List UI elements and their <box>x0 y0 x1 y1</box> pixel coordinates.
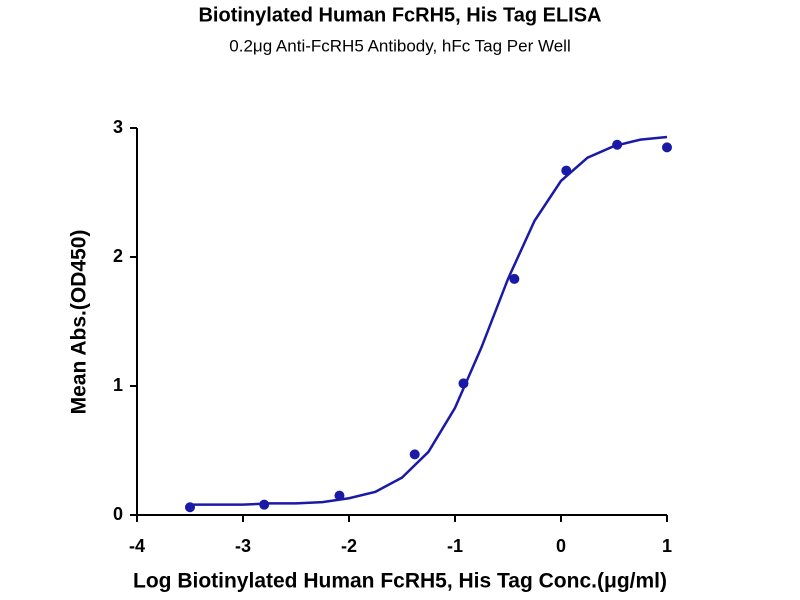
data-point <box>561 165 572 176</box>
fit-curve <box>190 135 668 506</box>
x-tick-label: 0 <box>556 536 566 556</box>
data-point <box>409 449 420 460</box>
y-tick-label: 0 <box>113 504 123 524</box>
x-tick-label: -3 <box>235 536 251 556</box>
x-tick-label: -2 <box>341 536 357 556</box>
data-point <box>509 273 520 284</box>
data-point <box>662 142 672 153</box>
chart-title: Biotinylated Human FcRH5, His Tag ELISA <box>198 4 601 26</box>
data-point <box>612 139 623 150</box>
data-point <box>259 499 270 510</box>
data-point <box>185 502 195 513</box>
x-tick-label: -1 <box>447 536 463 556</box>
x-tick-label: 1 <box>662 536 672 556</box>
y-tick-label: 3 <box>113 117 123 137</box>
y-axis-label: Mean Abs.(OD450) <box>68 230 91 415</box>
y-tick-label: 1 <box>113 375 123 395</box>
chart-subtitle: 0.2μg Anti-FcRH5 Antibody, hFc Tag Per W… <box>229 36 570 55</box>
data-point <box>334 490 345 501</box>
x-axis-label: Log Biotinylated Human FcRH5, His Tag Co… <box>133 570 667 593</box>
data-point <box>458 378 469 389</box>
x-tick-label: -4 <box>129 536 145 556</box>
y-tick-label: 2 <box>113 246 123 266</box>
